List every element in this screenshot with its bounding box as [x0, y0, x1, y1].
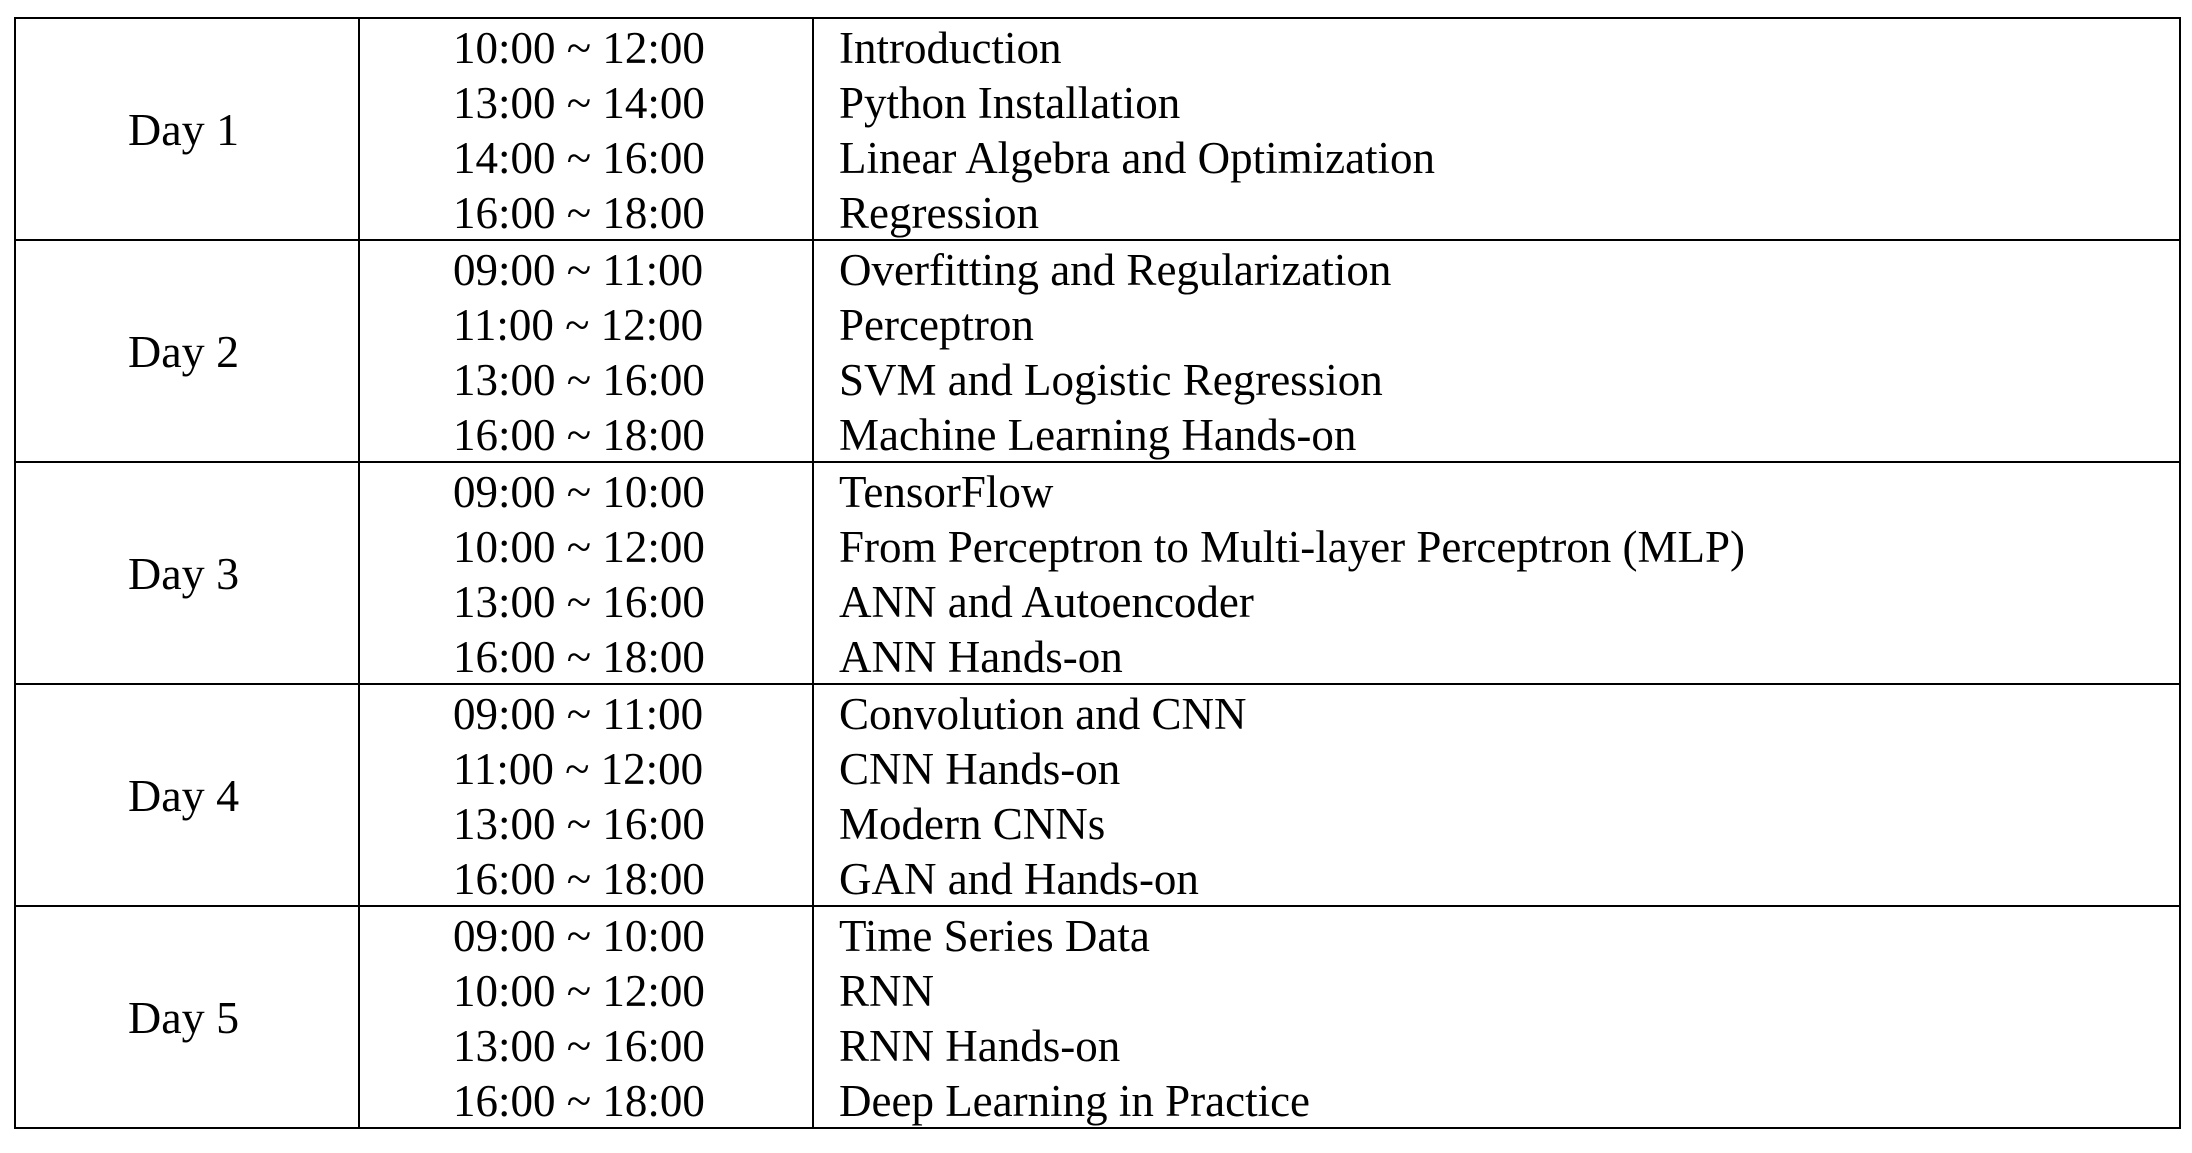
session-topic: Time Series Data [839, 911, 1150, 961]
session-time: 13:00 ~ 16:00 [453, 1021, 705, 1071]
table-row-day-2: Day 2 09:00 ~ 11:00 11:00 ~ 12:00 13:00 … [14, 239, 2181, 463]
session-topic: Modern CNNs [839, 799, 1106, 849]
topic-cell: TensorFlow From Perceptron to Multi-laye… [812, 461, 2181, 685]
time-cell: 09:00 ~ 11:00 11:00 ~ 12:00 13:00 ~ 16:0… [358, 239, 814, 463]
topic-cell: Introduction Python Installation Linear … [812, 17, 2181, 241]
session-time: 11:00 ~ 12:00 [453, 744, 704, 794]
session-topic: RNN [839, 966, 935, 1016]
session-topic: From Perceptron to Multi-layer Perceptro… [839, 522, 1746, 572]
session-time: 13:00 ~ 16:00 [453, 577, 705, 627]
day-label: Day 5 [14, 905, 360, 1129]
session-topic: RNN Hands-on [839, 1021, 1121, 1071]
session-time: 16:00 ~ 18:00 [453, 410, 705, 460]
session-time: 10:00 ~ 12:00 [453, 522, 705, 572]
session-time: 09:00 ~ 10:00 [453, 911, 705, 961]
time-cell: 09:00 ~ 11:00 11:00 ~ 12:00 13:00 ~ 16:0… [358, 683, 814, 907]
session-time: 10:00 ~ 12:00 [453, 966, 705, 1016]
day-label: Day 2 [14, 239, 360, 463]
session-time: 14:00 ~ 16:00 [453, 133, 705, 183]
table-row-day-4: Day 4 09:00 ~ 11:00 11:00 ~ 12:00 13:00 … [14, 683, 2181, 907]
session-topic: TensorFlow [839, 467, 1054, 517]
session-topic: Overfitting and Regularization [839, 245, 1392, 295]
day-label: Day 1 [14, 17, 360, 241]
schedule-table: Day 1 10:00 ~ 12:00 13:00 ~ 14:00 14:00 … [14, 17, 2181, 1129]
session-topic: GAN and Hands-on [839, 854, 1199, 904]
session-time: 09:00 ~ 11:00 [453, 245, 704, 295]
session-topic: ANN Hands-on [839, 632, 1123, 682]
time-cell: 09:00 ~ 10:00 10:00 ~ 12:00 13:00 ~ 16:0… [358, 905, 814, 1129]
table-row-day-3: Day 3 09:00 ~ 10:00 10:00 ~ 12:00 13:00 … [14, 461, 2181, 685]
session-time: 10:00 ~ 12:00 [453, 23, 705, 73]
topic-cell: Time Series Data RNN RNN Hands-on Deep L… [812, 905, 2181, 1129]
topic-cell: Overfitting and Regularization Perceptro… [812, 239, 2181, 463]
session-topic: Python Installation [839, 78, 1181, 128]
session-time: 09:00 ~ 10:00 [453, 467, 705, 517]
session-topic: Regression [839, 188, 1039, 238]
session-time: 13:00 ~ 16:00 [453, 799, 705, 849]
session-time: 16:00 ~ 18:00 [453, 188, 705, 238]
day-label: Day 3 [14, 461, 360, 685]
session-topic: Convolution and CNN [839, 689, 1247, 739]
session-topic: Linear Algebra and Optimization [839, 133, 1436, 183]
session-time: 11:00 ~ 12:00 [453, 300, 704, 350]
table-row-day-1: Day 1 10:00 ~ 12:00 13:00 ~ 14:00 14:00 … [14, 17, 2181, 241]
session-topic: SVM and Logistic Regression [839, 355, 1383, 405]
session-time: 09:00 ~ 11:00 [453, 689, 704, 739]
session-time: 16:00 ~ 18:00 [453, 1076, 705, 1126]
schedule-body: Day 1 10:00 ~ 12:00 13:00 ~ 14:00 14:00 … [14, 17, 2181, 1129]
session-time: 16:00 ~ 18:00 [453, 854, 705, 904]
session-topic: Machine Learning Hands-on [839, 410, 1357, 460]
day-label: Day 4 [14, 683, 360, 907]
session-time: 13:00 ~ 14:00 [453, 78, 705, 128]
session-topic: CNN Hands-on [839, 744, 1121, 794]
session-time: 16:00 ~ 18:00 [453, 632, 705, 682]
time-cell: 10:00 ~ 12:00 13:00 ~ 14:00 14:00 ~ 16:0… [358, 17, 814, 241]
time-cell: 09:00 ~ 10:00 10:00 ~ 12:00 13:00 ~ 16:0… [358, 461, 814, 685]
table-row-day-5: Day 5 09:00 ~ 10:00 10:00 ~ 12:00 13:00 … [14, 905, 2181, 1129]
session-topic: Perceptron [839, 300, 1034, 350]
session-topic: Introduction [839, 23, 1062, 73]
session-topic: Deep Learning in Practice [839, 1076, 1311, 1126]
topic-cell: Convolution and CNN CNN Hands-on Modern … [812, 683, 2181, 907]
session-topic: ANN and Autoencoder [839, 577, 1254, 627]
session-time: 13:00 ~ 16:00 [453, 355, 705, 405]
